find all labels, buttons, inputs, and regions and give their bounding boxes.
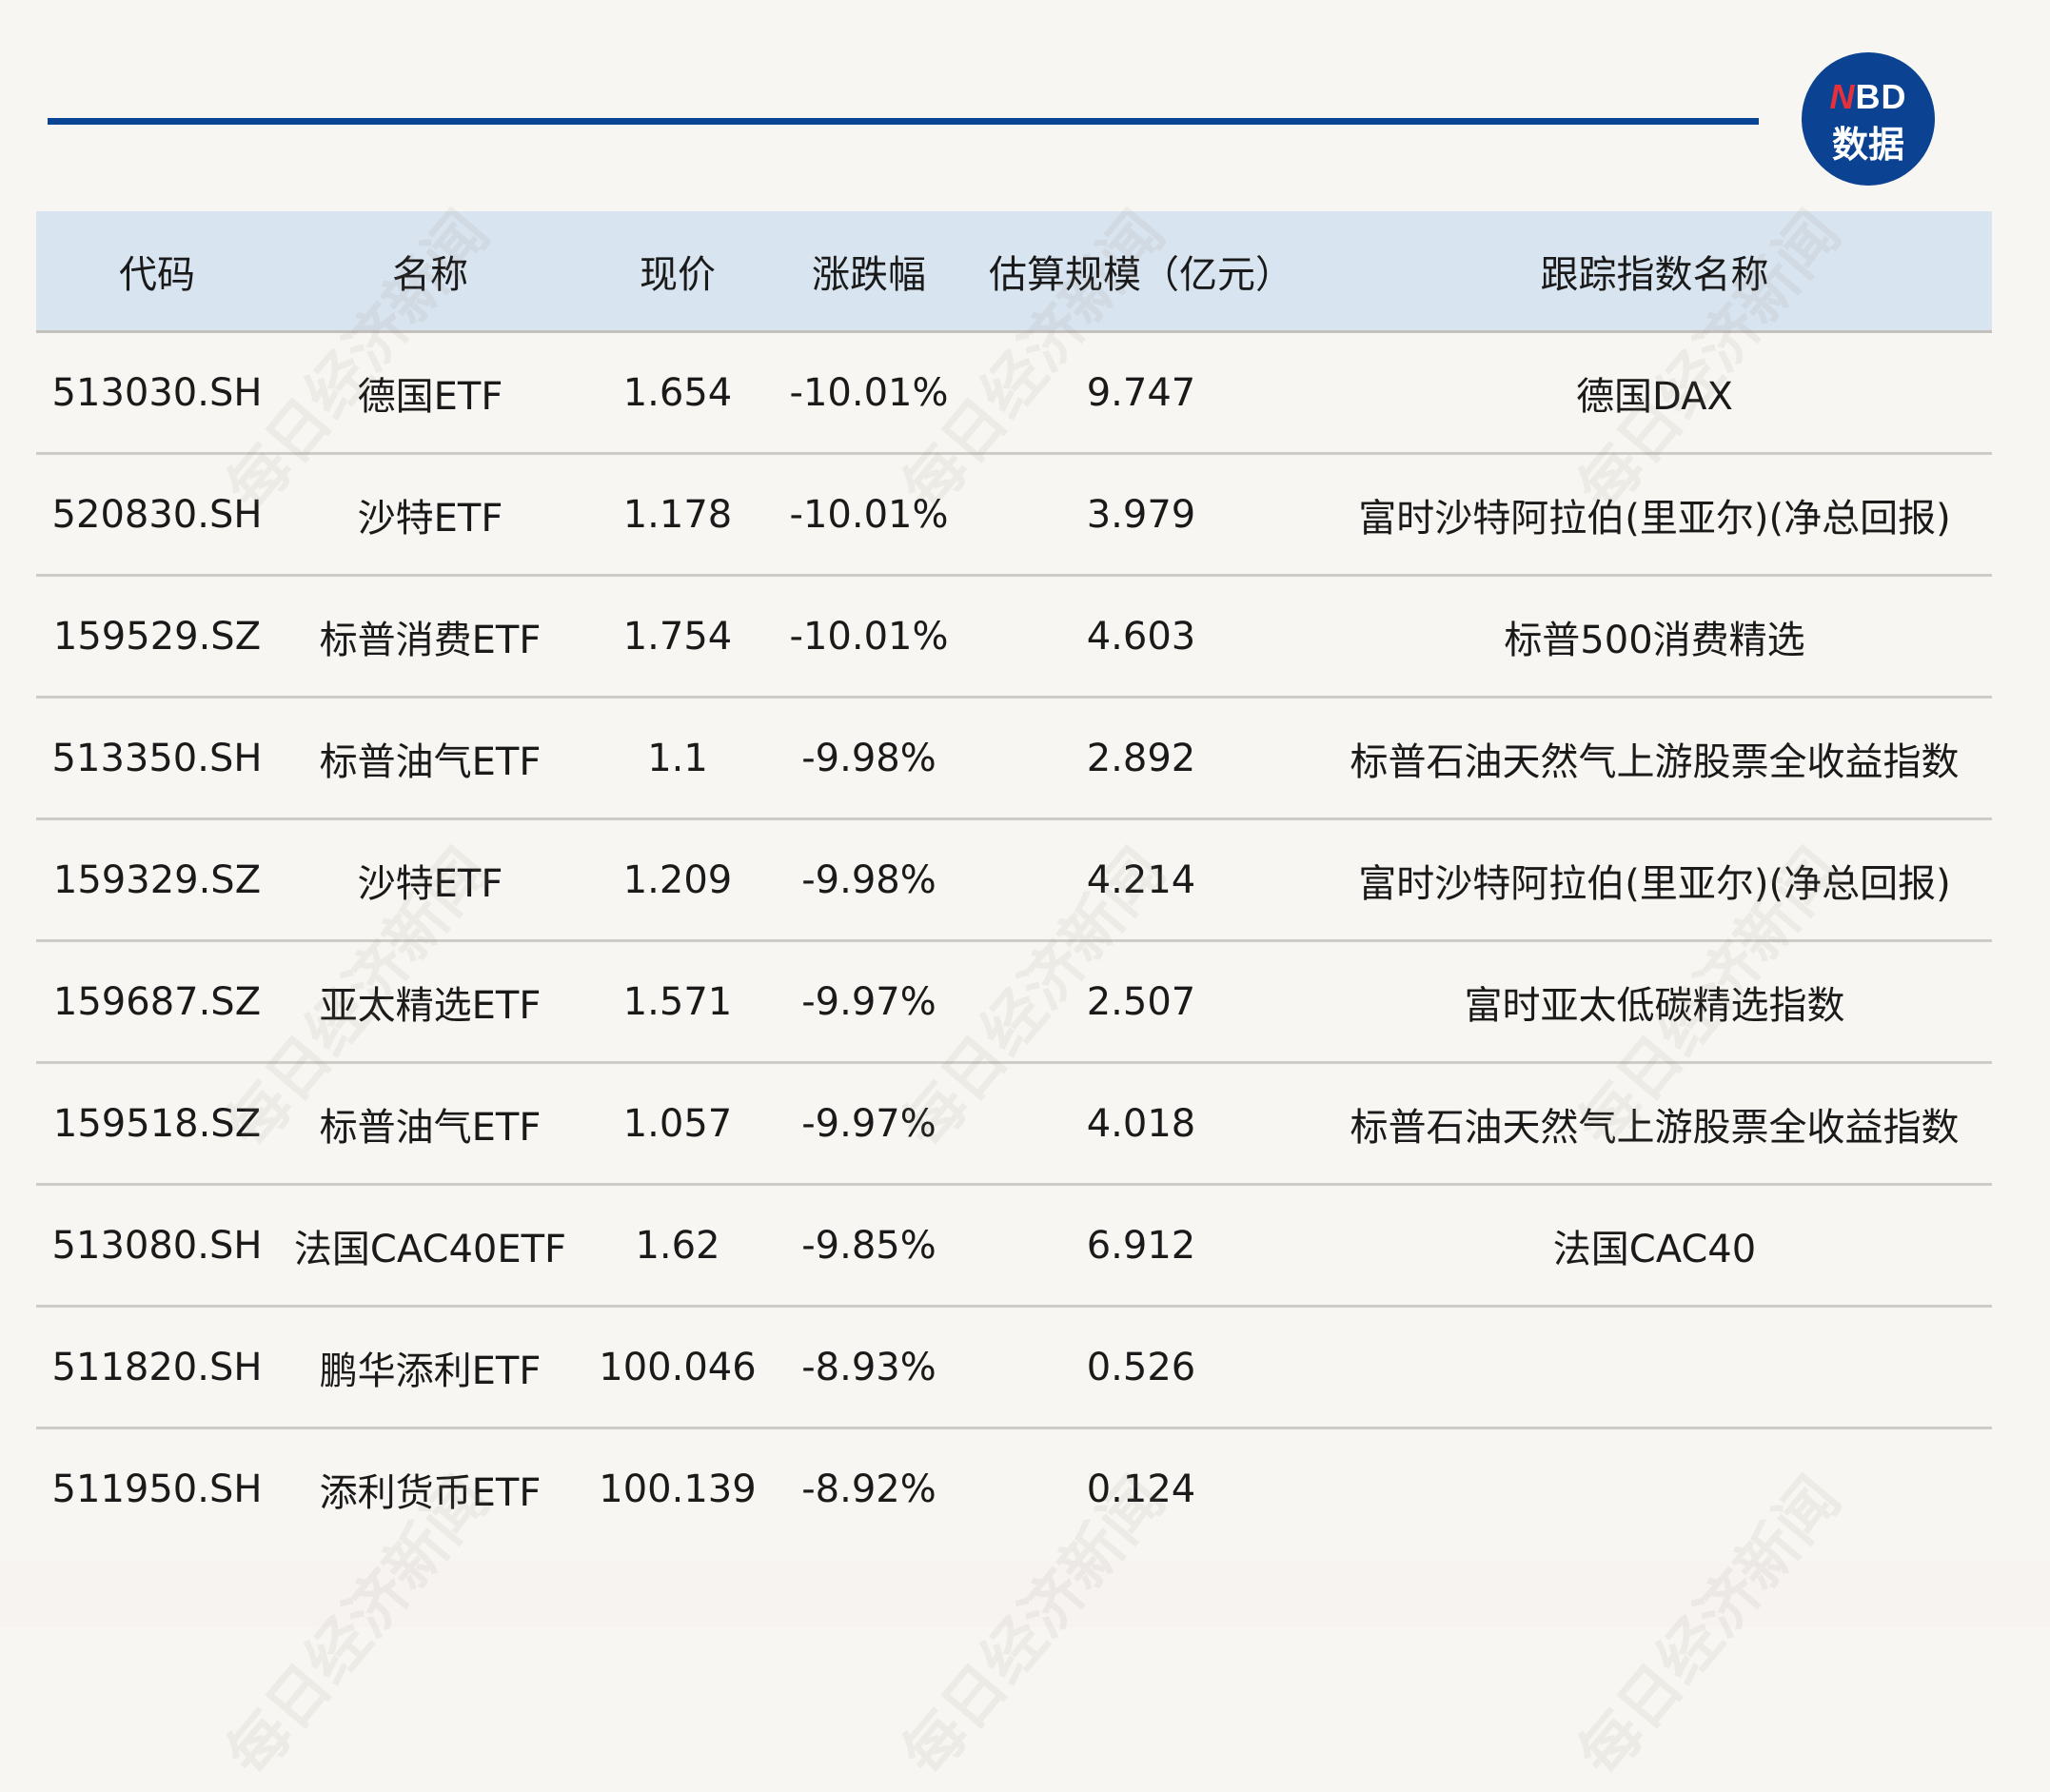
cell-index: 标普500消费精选 xyxy=(1317,575,1992,699)
cell-name: 沙特ETF xyxy=(278,818,582,942)
cell-change: -10.01% xyxy=(773,575,965,699)
cell-index: 法国CAC40 xyxy=(1317,1184,1992,1308)
table-row: 513080.SH 法国CAC40ETF 1.62 -9.85% 6.912 法国CAC4… xyxy=(36,1184,1992,1308)
cell-name: 鹏华添利ETF xyxy=(278,1306,582,1429)
cell-price: 1.62 xyxy=(582,1184,773,1308)
cell-name: 标普消费ETF xyxy=(278,575,582,699)
cell-index xyxy=(1317,1306,1992,1429)
cell-change: -8.93% xyxy=(773,1306,965,1429)
table-row: 159529.SZ 标普消费ETF 1.754 -10.01% 4.603 标普500消费… xyxy=(36,575,1992,699)
cell-name: 亚太精选ETF xyxy=(278,940,582,1064)
etf-table: 代码 名称 现价 涨跌幅 估算规模（亿元） 跟踪指数名称 513030.SH 德国ETF 1.… xyxy=(36,211,1992,1548)
cell-price: 1.754 xyxy=(582,575,773,699)
cell-code: 513030.SH xyxy=(36,331,278,455)
cell-code: 159529.SZ xyxy=(36,575,278,699)
cell-name: 法国CAC40ETF xyxy=(278,1184,582,1308)
cell-change: -9.98% xyxy=(773,818,965,942)
cell-scale: 2.892 xyxy=(965,697,1317,820)
cell-change: -9.85% xyxy=(773,1184,965,1308)
table-row: 520830.SH 沙特ETF 1.178 -10.01% 3.979 富时沙特阿拉伯(里… xyxy=(36,453,1992,577)
cell-price: 1.571 xyxy=(582,940,773,1064)
footer-band xyxy=(0,1561,2050,1627)
logo-n: N xyxy=(1829,77,1856,116)
cell-name: 添利货币ETF xyxy=(319,1470,542,1515)
table-header-row: 代码 名称 现价 涨跌幅 估算规模（亿元） 跟踪指数名称 xyxy=(36,211,1992,333)
header-price: 现价 xyxy=(582,211,773,333)
cell-index: 德国DAX xyxy=(1317,331,1992,455)
cell-code: 159687.SZ xyxy=(36,940,278,1064)
cell-price: 1.1 xyxy=(582,697,773,820)
cell-change: -10.01% xyxy=(773,453,965,577)
cell-change: -9.98% xyxy=(773,697,965,820)
cell-code: 513350.SH xyxy=(36,697,278,820)
cell-price: 100.139 xyxy=(599,1467,757,1511)
cell-price: 100.046 xyxy=(582,1306,773,1429)
cell-scale: 0.526 xyxy=(965,1306,1317,1429)
header-change: 涨跌幅 xyxy=(773,211,965,333)
header-rule xyxy=(48,118,1759,125)
cell-change: -10.01% xyxy=(773,331,965,455)
nbd-logo: NBD 数据 xyxy=(1802,52,1935,186)
cell-price: 1.209 xyxy=(582,818,773,942)
cell-name: 德国ETF xyxy=(278,331,582,455)
cell-change: -9.97% xyxy=(773,940,965,1064)
cell-code: 511820.SH xyxy=(36,1306,278,1429)
cell-code: 513080.SH xyxy=(36,1184,278,1308)
cell-name: 沙特ETF xyxy=(278,453,582,577)
cell-scale: 6.912 xyxy=(965,1184,1317,1308)
cell-price: 1.057 xyxy=(582,1062,773,1186)
cell-name: 标普油气ETF xyxy=(278,1062,582,1186)
table-row: 159329.SZ 沙特ETF 1.209 -9.98% 4.214 富时沙特阿拉伯(里亚… xyxy=(36,818,1992,942)
cell-code: 520830.SH xyxy=(36,453,278,577)
header-code: 代码 xyxy=(36,211,278,333)
cell-index: 富时亚太低碳精选指数 xyxy=(1317,940,1992,1064)
cell-scale: 9.747 xyxy=(965,331,1317,455)
logo-bd: BD xyxy=(1855,77,1907,116)
cell-scale: 3.979 xyxy=(965,453,1317,577)
header-scale: 估算规模（亿元） xyxy=(965,211,1317,333)
cell-index xyxy=(1317,1428,1992,1549)
cell-name: 标普油气ETF xyxy=(278,697,582,820)
cell-scale: 0.124 xyxy=(1086,1467,1196,1511)
cell-scale: 2.507 xyxy=(965,940,1317,1064)
cell-index: 标普石油天然气上游股票全收益指数 xyxy=(1317,697,1992,820)
table-row: 159687.SZ 亚太精选ETF 1.571 -9.97% 2.507 富时亚太低碳精选… xyxy=(36,940,1992,1064)
cell-code: 159329.SZ xyxy=(36,818,278,942)
cell-code: 159518.SZ xyxy=(36,1062,278,1186)
cell-change: -8.92% xyxy=(801,1467,936,1511)
table-row: 511820.SH 鹏华添利ETF 100.046 -8.93% 0.526 xyxy=(36,1306,1992,1429)
table-row: 511950.SH 添利货币ETF 100.139 -8.92% 0.124 xyxy=(36,1428,1992,1549)
cell-index: 标普石油天然气上游股票全收益指数 xyxy=(1317,1062,1992,1186)
cell-code: 511950.SH xyxy=(51,1467,263,1511)
cell-scale: 4.018 xyxy=(965,1062,1317,1186)
table-row: 513030.SH 德国ETF 1.654 -10.01% 9.747 德国DAX xyxy=(36,331,1992,455)
table-row: 159518.SZ 标普油气ETF 1.057 -9.97% 4.018 标普石油天然气上… xyxy=(36,1062,1992,1186)
cell-index: 富时沙特阿拉伯(里亚尔)(净总回报) xyxy=(1317,818,1992,942)
cell-price: 1.654 xyxy=(582,331,773,455)
logo-cn: 数据 xyxy=(1831,124,1904,166)
header-name: 名称 xyxy=(278,211,582,333)
cell-price: 1.178 xyxy=(582,453,773,577)
cell-change: -9.97% xyxy=(773,1062,965,1186)
cell-index: 富时沙特阿拉伯(里亚尔)(净总回报) xyxy=(1317,453,1992,577)
cell-scale: 4.603 xyxy=(965,575,1317,699)
header-index: 跟踪指数名称 xyxy=(1317,211,1992,333)
cell-scale: 4.214 xyxy=(965,818,1317,942)
table-row: 513350.SH 标普油气ETF 1.1 -9.98% 2.892 标普石油天然气上游股… xyxy=(36,697,1992,820)
